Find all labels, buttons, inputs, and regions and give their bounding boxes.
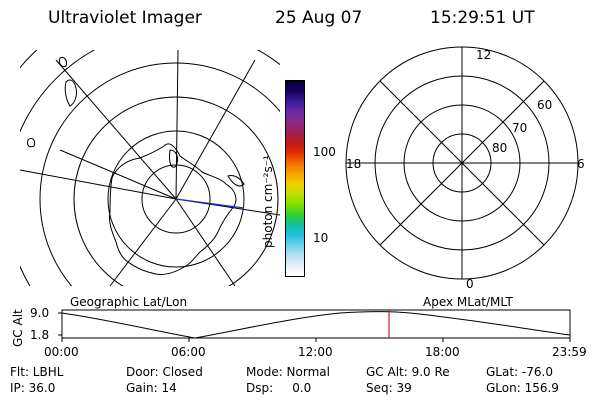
door-label: Door: Closed	[126, 365, 203, 379]
x-label-0000: 00:00	[44, 345, 79, 359]
geographic-map	[20, 50, 280, 286]
apex-title: Apex MLat/MLT	[423, 295, 513, 309]
gc-alt-axis-label: GC Alt	[11, 309, 25, 347]
x-label-1800: 18:00	[425, 345, 460, 359]
satellite-track-line	[175, 198, 245, 209]
colorbar-tick-10: 10	[313, 231, 329, 245]
geographic-title: Geographic Lat/Lon	[70, 295, 188, 309]
altitude-curve	[61, 311, 571, 339]
intensity-colorbar	[285, 80, 305, 277]
magnetic-polar-plot	[345, 46, 579, 280]
mode-label: Mode: Normal	[246, 365, 330, 379]
gc-alt-label: GC Alt: 9.0 Re	[366, 365, 450, 379]
mlt-label-6: 6	[577, 157, 585, 171]
y-label-1-8: 1.8	[30, 328, 50, 342]
seq-label: Seq: 39	[366, 381, 412, 395]
colorbar-tick-100: 100	[313, 145, 336, 159]
lat-label-70: 70	[512, 121, 528, 135]
altitude-timeline	[58, 309, 571, 342]
x-label-2359: 23:59	[552, 345, 587, 359]
filter-label: Flt: LBHL	[10, 365, 64, 379]
date-label: 25 Aug 07	[275, 8, 363, 28]
colorbar-unit-label: photon cm⁻²s⁻¹	[261, 155, 275, 248]
gain-label: Gain: 14	[126, 381, 177, 395]
x-label-1200: 12:00	[298, 345, 333, 359]
dsp-label: Dsp: 0.0	[246, 381, 312, 395]
lat-label-80: 80	[492, 141, 508, 155]
instrument-title: Ultraviolet Imager	[48, 8, 202, 28]
glon-label: GLon: 156.9	[486, 381, 559, 395]
time-label: 15:29:51 UT	[430, 8, 535, 28]
mlt-label-0: 0	[466, 277, 474, 291]
mlt-label-12: 12	[476, 48, 492, 62]
ip-label: IP: 36.0	[10, 381, 56, 395]
glat-label: GLat: -76.0	[486, 365, 553, 379]
lat-label-60: 60	[537, 98, 553, 112]
x-label-0600: 06:00	[171, 345, 206, 359]
mlt-label-18: 18	[346, 157, 362, 171]
y-label-9: 9.0	[30, 306, 50, 320]
